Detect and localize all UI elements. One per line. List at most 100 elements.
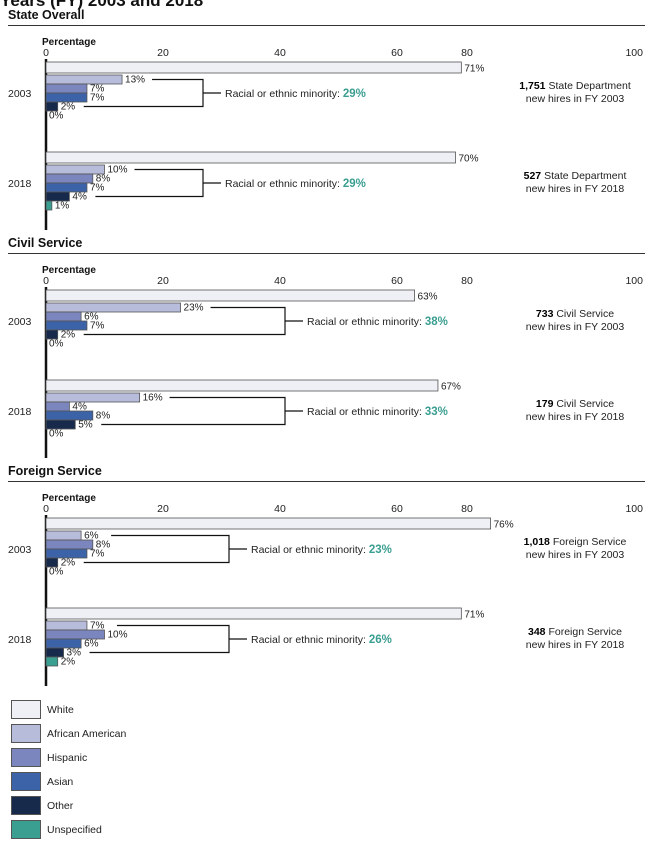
bar-hispanic — [45, 83, 88, 94]
data-label: 0% — [49, 111, 64, 122]
legend-label: African American — [47, 728, 127, 740]
bar-african-american — [45, 392, 140, 403]
minority-label: Racial or ethnic minority: — [307, 406, 425, 418]
bar-hispanic — [45, 311, 82, 322]
minority-label: Racial or ethnic minority: — [251, 544, 369, 556]
data-label: 6% — [84, 531, 99, 542]
legend-swatch — [11, 748, 41, 767]
category-label: 2018 — [8, 634, 32, 646]
minority-label: Racial or ethnic minority: — [225, 88, 343, 100]
data-label: 67% — [441, 382, 461, 393]
data-label: 7% — [90, 93, 105, 104]
minority-value: 33% — [425, 406, 448, 418]
legend-label: Unspecified — [47, 824, 102, 836]
data-label: 0% — [49, 567, 64, 578]
legend-swatch — [11, 772, 41, 791]
x-tick-label: 40 — [274, 503, 286, 515]
data-label: 3% — [67, 648, 82, 659]
minority-annotation: Racial or ethnic minority: 26% — [251, 634, 392, 646]
x-tick-label: 60 — [391, 47, 403, 59]
data-label: 8% — [96, 411, 111, 422]
data-label: 16% — [143, 393, 163, 404]
x-tick-label: 20 — [157, 503, 169, 515]
x-tick-label: 80 — [461, 275, 473, 287]
bar-african-american — [45, 620, 88, 631]
new-hires-line2: new hires in FY 2003 — [525, 549, 625, 561]
new-hires-line1: Civil Service — [553, 308, 615, 320]
data-label: 7% — [90, 183, 105, 194]
panel-title: State Overall — [8, 8, 85, 22]
bar-white — [45, 379, 439, 392]
data-label: 8% — [96, 174, 111, 185]
data-label: 5% — [78, 420, 93, 431]
data-label: 71% — [464, 64, 484, 75]
x-axis-label: Percentage — [42, 265, 96, 276]
x-tick-label: 60 — [391, 275, 403, 287]
bar-other — [45, 419, 76, 430]
bar-african-american — [45, 302, 181, 313]
category-label: 2003 — [8, 316, 32, 328]
new-hires-note: 348 Foreign Service new hires in FY 2018 — [505, 626, 645, 652]
data-label: 4% — [72, 402, 87, 413]
new-hires-count: 527 — [523, 170, 542, 182]
x-tick-label: 0 — [43, 275, 49, 287]
data-label: 23% — [184, 303, 204, 314]
legend-label: White — [47, 704, 74, 716]
minority-annotation: Racial or ethnic minority: 33% — [307, 406, 448, 418]
data-label: 8% — [96, 540, 111, 551]
new-hires-count: 179 — [535, 398, 554, 410]
minority-value: 26% — [369, 634, 392, 646]
data-label: 70% — [459, 154, 479, 165]
bar-white — [45, 151, 456, 164]
data-label: 7% — [90, 621, 105, 632]
data-label: 6% — [84, 639, 99, 650]
bar-group-2018: 67% 16% 4% 8%5% 0% 2018 Racial or ethnic minor… — [8, 379, 461, 440]
data-label: 10% — [108, 630, 128, 641]
new-hires-count: 348 — [528, 626, 546, 638]
bar-hispanic — [45, 173, 94, 184]
bar-white — [45, 607, 462, 620]
bar-white — [45, 517, 492, 530]
data-label: 7% — [90, 549, 105, 560]
x-tick-label: 40 — [274, 47, 286, 59]
x-tick-label: 60 — [391, 503, 403, 515]
data-label: 0% — [49, 429, 64, 440]
data-label: 71% — [464, 610, 484, 621]
data-label: 4% — [72, 192, 87, 203]
minority-label: Racial or ethnic minority: — [251, 634, 369, 646]
category-label: 2018 — [8, 406, 32, 418]
x-axis-label: Percentage — [42, 493, 96, 504]
new-hires-line1: Foreign Service — [545, 626, 622, 638]
x-tick-label: 80 — [461, 47, 473, 59]
category-label: 2003 — [8, 544, 32, 556]
new-hires-line1: Foreign Service — [549, 536, 627, 548]
new-hires-line2: new hires in FY 2018 — [525, 639, 625, 651]
minority-annotation: Racial or ethnic minority: 23% — [251, 544, 392, 556]
panel-rule — [8, 253, 645, 254]
panel-title: Civil Service — [8, 236, 83, 250]
bar-group-2018: 70% 10%8%7%4%1% 2018 Racial or ethnic minor… — [8, 151, 479, 212]
minority-value: 23% — [369, 544, 392, 556]
x-tick-label: 100 — [625, 275, 643, 287]
data-label: 6% — [84, 312, 99, 323]
new-hires-line2: new hires in FY 2018 — [525, 183, 625, 195]
bar-asian — [45, 320, 88, 331]
x-tick-label: 0 — [43, 47, 49, 59]
new-hires-line2: new hires in FY 2018 — [525, 411, 625, 423]
bar-other — [45, 191, 70, 202]
bar-white — [45, 289, 415, 302]
new-hires-line2: new hires in FY 2003 — [525, 321, 625, 333]
x-axis-label: Percentage — [42, 37, 96, 48]
new-hires-count: 1,018 — [523, 536, 550, 548]
bar-unspecified — [45, 200, 53, 211]
data-label: 2% — [61, 330, 76, 341]
new-hires-count: 733 — [535, 308, 554, 320]
new-hires-note: 527 State Department new hires in FY 2018 — [505, 170, 645, 196]
new-hires-note: 1,018 Foreign Service new hires in FY 200… — [505, 536, 645, 562]
bar-group-2003: 76% 6%8%7% 2%0% 2003 Racial or ethnic minori… — [8, 517, 514, 578]
bar-group-2003: 71% 13% 7%7% 2%0% 2003 Racial or ethnic minor… — [8, 61, 484, 122]
bar-group-2003: 63% 23% 6%7% 2%0% 2003 Racial or ethnic minor… — [8, 289, 448, 350]
